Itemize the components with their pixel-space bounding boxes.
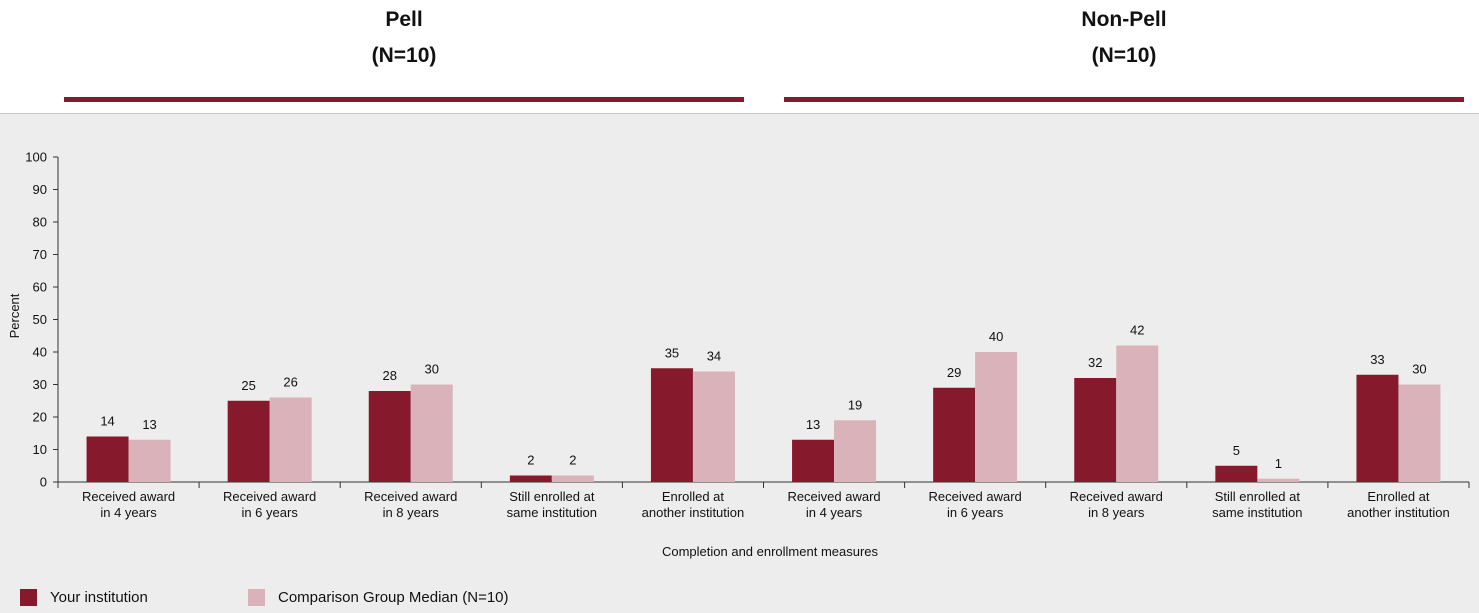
legend-item-comparison: Comparison Group Median (N=10): [248, 585, 509, 609]
y-tick-label: 100: [25, 150, 47, 165]
x-category-label: in 6 years: [947, 505, 1004, 520]
x-category-label: Received award: [223, 489, 316, 504]
nonpell-title-text: Non-Pell: [1081, 8, 1167, 31]
x-category-label: Still enrolled at: [509, 489, 595, 504]
x-category-label: same institution: [1212, 505, 1302, 520]
bar-your-institution: [792, 439, 835, 482]
x-category-label: in 6 years: [241, 505, 298, 520]
data-label-your-institution: 29: [947, 365, 961, 380]
bar-comparison: [1116, 345, 1159, 482]
x-category-label: in 8 years: [383, 505, 440, 520]
data-label-your-institution: 13: [806, 417, 820, 432]
data-label-comparison: 30: [425, 362, 439, 377]
x-category-label: Enrolled at: [662, 489, 725, 504]
data-label-comparison: 34: [707, 349, 721, 364]
data-label-your-institution: 28: [383, 368, 397, 383]
data-label-your-institution: 14: [100, 414, 114, 429]
bar-comparison: [975, 352, 1018, 482]
pell-title-text: Pell: [385, 8, 423, 31]
y-tick-label: 50: [33, 312, 47, 327]
legend-label-comparison: Comparison Group Median (N=10): [278, 588, 509, 606]
bar-your-institution: [227, 400, 270, 482]
bar-comparison: [692, 371, 735, 482]
bar-your-institution: [86, 436, 129, 482]
x-category-label: Received award: [929, 489, 1022, 504]
pell-n-text: (N=10): [371, 44, 437, 67]
y-axis-label: Percent: [7, 293, 22, 338]
data-label-comparison: 19: [848, 397, 862, 412]
bar-your-institution: [368, 391, 411, 482]
bar-comparison: [1257, 478, 1300, 482]
x-category-label: Still enrolled at: [1215, 489, 1301, 504]
bar-comparison: [834, 420, 877, 482]
data-label-comparison: 1: [1275, 456, 1282, 471]
bar-comparison: [410, 384, 453, 482]
y-tick-label: 70: [33, 247, 47, 262]
bar-comparison: [551, 475, 594, 482]
x-category-label: in 4 years: [100, 505, 157, 520]
data-label-comparison: 30: [1412, 362, 1426, 377]
data-label-your-institution: 32: [1088, 355, 1102, 370]
legend-label-your-institution: Your institution: [50, 588, 148, 606]
data-label-your-institution: 2: [527, 453, 534, 468]
y-tick-label: 10: [33, 442, 47, 457]
y-tick-label: 90: [33, 182, 47, 197]
bar-your-institution: [509, 475, 552, 482]
bar-your-institution: [1215, 465, 1258, 482]
data-label-comparison: 26: [283, 375, 297, 390]
y-tick-label: 60: [33, 280, 47, 295]
data-label-your-institution: 25: [241, 378, 255, 393]
y-tick-label: 0: [40, 475, 47, 490]
data-label-comparison: 2: [569, 453, 576, 468]
x-category-label: Received award: [787, 489, 880, 504]
x-axis-label: Completion and enrollment measures: [662, 544, 879, 559]
x-category-label: in 8 years: [1088, 505, 1145, 520]
legend-swatch-your-institution: [20, 588, 37, 606]
chart-panel: [0, 113, 1479, 613]
legend-swatch-comparison: [248, 588, 265, 606]
data-label-comparison: 40: [989, 329, 1003, 344]
y-tick-label: 80: [33, 215, 47, 230]
x-category-label: Received award: [82, 489, 175, 504]
data-label-comparison: 13: [142, 417, 156, 432]
bar-comparison: [1398, 384, 1441, 482]
x-category-label: Enrolled at: [1367, 489, 1430, 504]
bar-your-institution: [1074, 378, 1117, 482]
x-category-label: same institution: [507, 505, 597, 520]
data-label-your-institution: 5: [1233, 443, 1240, 458]
bar-comparison: [269, 397, 312, 482]
bar-your-institution: [1356, 374, 1399, 482]
y-tick-label: 20: [33, 410, 47, 425]
y-tick-label: 40: [33, 345, 47, 360]
pell-group-title: Pell (N=10): [64, 2, 744, 74]
bar-comparison: [128, 439, 171, 482]
x-category-label: Received award: [364, 489, 457, 504]
bar-your-institution: [933, 387, 976, 482]
nonpell-divider-line: [784, 97, 1464, 102]
nonpell-n-text: (N=10): [1091, 44, 1157, 67]
x-category-label: another institution: [1347, 505, 1450, 520]
x-category-label: another institution: [642, 505, 745, 520]
nonpell-group-title: Non-Pell (N=10): [784, 2, 1464, 74]
x-category-label: in 4 years: [806, 505, 863, 520]
data-label-comparison: 42: [1130, 323, 1144, 338]
y-tick-label: 30: [33, 377, 47, 392]
x-category-label: Received award: [1070, 489, 1163, 504]
data-label-your-institution: 33: [1370, 352, 1384, 367]
bar-your-institution: [650, 368, 693, 482]
data-label-your-institution: 35: [665, 345, 679, 360]
legend-item-your-institution: Your institution: [20, 585, 148, 609]
pell-divider-line: [64, 97, 744, 102]
